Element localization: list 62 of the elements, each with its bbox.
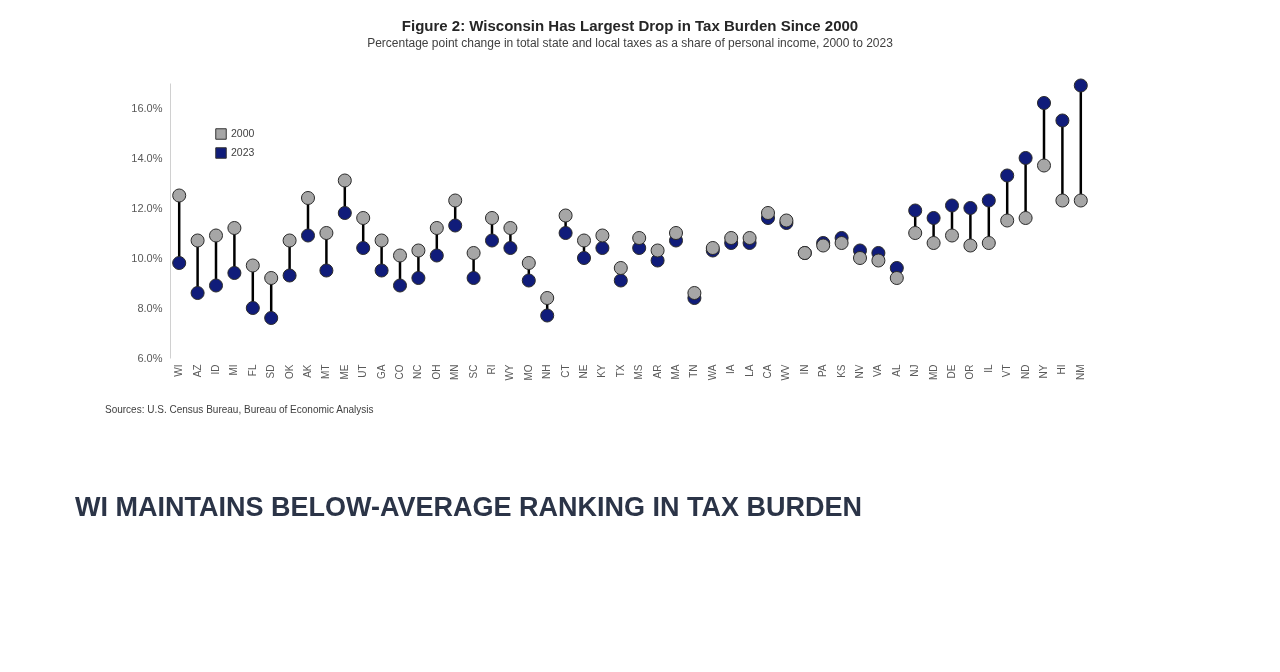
x-tick-label: MT [320, 364, 332, 379]
x-tick-label: NE [578, 364, 589, 379]
x-tick-label: NH [541, 364, 553, 379]
legend-label: 2023 [231, 146, 255, 158]
x-tick-label: ME [338, 364, 350, 380]
x-tick-label: FL [246, 364, 258, 377]
x-tick-label: TX [614, 364, 626, 378]
x-tick-label: OR [964, 364, 976, 380]
source-note: Sources: U.S. Census Bureau, Bureau of Economic Analysis [105, 404, 374, 415]
chart-subtitle: Percentage point change in total state and local taxes as a share of personal income, 2000 to 2023 [367, 35, 894, 50]
x-tick-label: VA [872, 364, 884, 378]
x-tick-label: MN [449, 364, 461, 381]
x-tick-label: WI [173, 364, 185, 377]
legend-label: 2000 [231, 127, 255, 139]
y-tick-label: 16.0% [131, 101, 163, 114]
x-tick-label: UT [357, 364, 369, 378]
x-tick-label: PA [817, 364, 829, 378]
x-tick-label: ND [1019, 364, 1031, 379]
x-tick-label: KY [596, 364, 608, 378]
x-tick-label: RI [486, 364, 497, 375]
y-tick-label: 8.0% [137, 301, 163, 314]
x-tick-label: NV [854, 364, 865, 379]
x-tick-label: SD [265, 364, 277, 379]
x-tick-label: AL [890, 364, 902, 377]
x-tick-label: IN [798, 364, 810, 375]
x-tick-label: TN [688, 364, 700, 378]
x-tick-label: DE [946, 364, 957, 379]
x-tick-label: CA [762, 364, 773, 379]
x-tick-label: WY [504, 364, 516, 381]
text: WI MAINTAINS BELOW-AVERAGE RANKING IN TAX BURDEN [75, 492, 862, 522]
chart-title: Figure 2: Wisconsin Has Largest Drop in Tax Burden Since 2000 [401, 16, 859, 34]
x-tick-label: OK [283, 364, 295, 379]
x-tick-label: IL [982, 364, 994, 373]
x-tick-label: AK [302, 364, 313, 378]
x-tick-label: CO [394, 364, 405, 380]
x-tick-label: NY [1038, 364, 1049, 379]
x-tick-label: KS [835, 364, 847, 378]
x-tick-label: GA [375, 364, 387, 379]
x-tick-label: ID [210, 364, 221, 375]
x-tick-label: NJ [909, 364, 921, 377]
x-tick-label: AR [651, 364, 663, 379]
x-tick-label: VT [1001, 364, 1013, 378]
x-tick-label: WA [706, 364, 718, 381]
x-tick-label: MA [670, 364, 681, 380]
x-tick-label: LA [743, 364, 755, 377]
x-tick-label: MO [522, 364, 534, 381]
y-tick-label: 14.0% [131, 151, 163, 164]
x-tick-label: MI [228, 364, 240, 376]
x-tick-label: IA [725, 364, 737, 374]
x-tick-label: MS [633, 364, 645, 380]
x-tick-label: AZ [191, 364, 203, 378]
y-tick-label: 10.0% [131, 251, 163, 264]
x-tick-label: MD [927, 364, 939, 381]
y-tick-label: 6.0% [137, 351, 163, 364]
x-tick-label: WV [780, 364, 792, 381]
x-tick-label: OH [430, 364, 442, 380]
x-tick-label: HI [1056, 364, 1068, 375]
x-tick-label: NC [412, 364, 424, 379]
y-tick-label: 12.0% [131, 201, 163, 214]
x-tick-label: SC [467, 364, 479, 379]
x-tick-label: NM [1074, 364, 1086, 381]
x-tick-label: CT [559, 364, 571, 378]
